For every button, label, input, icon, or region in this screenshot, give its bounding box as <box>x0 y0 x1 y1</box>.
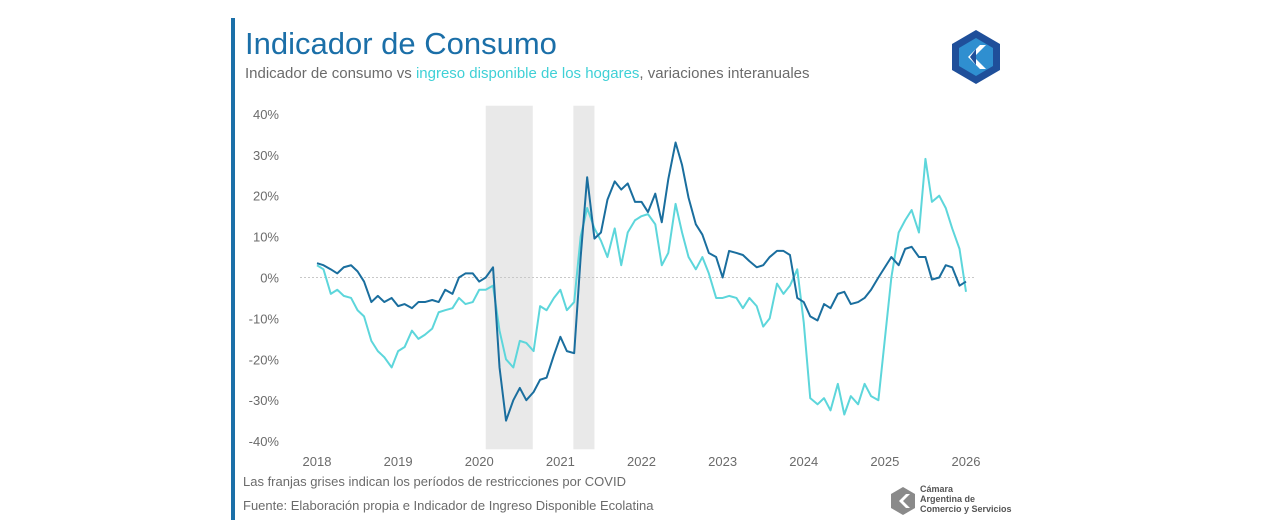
y-tick-label: 40% <box>253 107 279 122</box>
series-line <box>316 141 967 422</box>
x-tick-label: 2018 <box>303 454 332 469</box>
footer-logo <box>891 487 915 515</box>
accent-bar <box>231 18 235 520</box>
subtitle-part: , variaciones interanuales <box>639 65 809 82</box>
subtitle-part: Indicador de consumo vs <box>245 65 416 82</box>
plot: 40% 30% 20% 10% 0% -10% -20% -30% -40% 2018 2019 20… <box>249 105 981 469</box>
x-tick-label: 2023 <box>708 454 737 469</box>
source: Fuente: Elaboración propia e Indicador d… <box>243 498 654 513</box>
note: Las franjas grises indican los períodos … <box>243 474 626 489</box>
x-tick-label: 2022 <box>627 454 656 469</box>
x-tick-label: 2025 <box>870 454 899 469</box>
y-tick-label: -20% <box>249 352 280 367</box>
y-tick-label: 10% <box>253 230 279 245</box>
logo-text: Argentina de <box>920 494 975 504</box>
y-tick-label: -30% <box>249 393 280 408</box>
x-tick-label: 2019 <box>384 454 413 469</box>
subtitle: Indicador de consumo vs ingreso disponib… <box>245 65 810 82</box>
logo <box>952 30 1000 84</box>
logo-text: Cámara <box>920 484 954 494</box>
logo-text: Comercio y Servicios <box>920 504 1012 514</box>
y-tick-label: 20% <box>253 189 279 204</box>
y-tick-label: 30% <box>253 148 279 163</box>
x-tick-label: 2026 <box>952 454 981 469</box>
x-tick-label: 2024 <box>789 454 818 469</box>
y-tick-label: -10% <box>249 311 280 326</box>
x-tick-label: 2021 <box>546 454 575 469</box>
subtitle-part: ingreso disponible de los hogares <box>416 65 639 82</box>
series-line <box>316 157 967 416</box>
x-tick-label: 2020 <box>465 454 494 469</box>
y-tick-label: -40% <box>249 434 280 449</box>
y-tick-label: 0% <box>260 271 279 286</box>
chart-title: Indicador de Consumo <box>245 26 557 61</box>
